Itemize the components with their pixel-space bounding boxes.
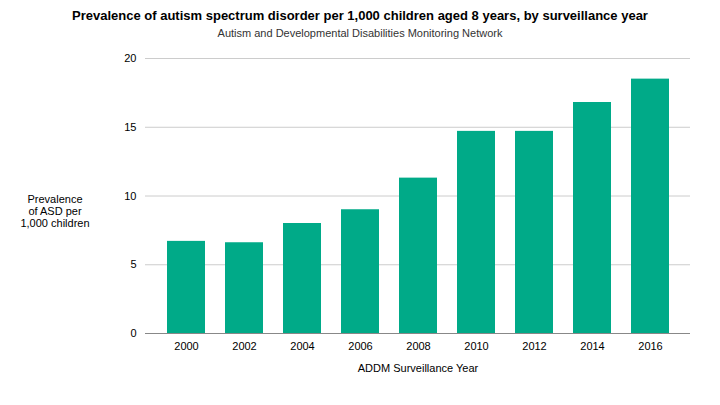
svg-text:2006: 2006 xyxy=(348,340,372,352)
svg-text:2004: 2004 xyxy=(290,340,314,352)
svg-text:2008: 2008 xyxy=(406,340,430,352)
svg-text:2012: 2012 xyxy=(522,340,546,352)
svg-text:2010: 2010 xyxy=(464,340,488,352)
svg-text:15: 15 xyxy=(124,121,136,133)
svg-text:2014: 2014 xyxy=(580,340,604,352)
svg-text:2000: 2000 xyxy=(174,340,198,352)
html-text:Prevalence of ASD per 1,000 ch: Prevalence of ASD per 1,000 children xyxy=(20,192,90,229)
svg-text:10: 10 xyxy=(124,190,136,202)
svg-text:ADDM Surveillance Year: ADDM Surveillance Year xyxy=(358,362,479,374)
svg-text:5: 5 xyxy=(130,258,136,270)
svg-text:20: 20 xyxy=(124,52,136,64)
html-text:Prevalence of autism spectrum: Prevalence of autism spectrum disorder p… xyxy=(72,8,648,23)
svg-text:2002: 2002 xyxy=(232,340,256,352)
svg-text:0: 0 xyxy=(130,327,136,339)
html-text:Autism and Developmental Disab: Autism and Developmental Disabilities Mo… xyxy=(217,27,503,39)
svg-text:2016: 2016 xyxy=(638,340,662,352)
